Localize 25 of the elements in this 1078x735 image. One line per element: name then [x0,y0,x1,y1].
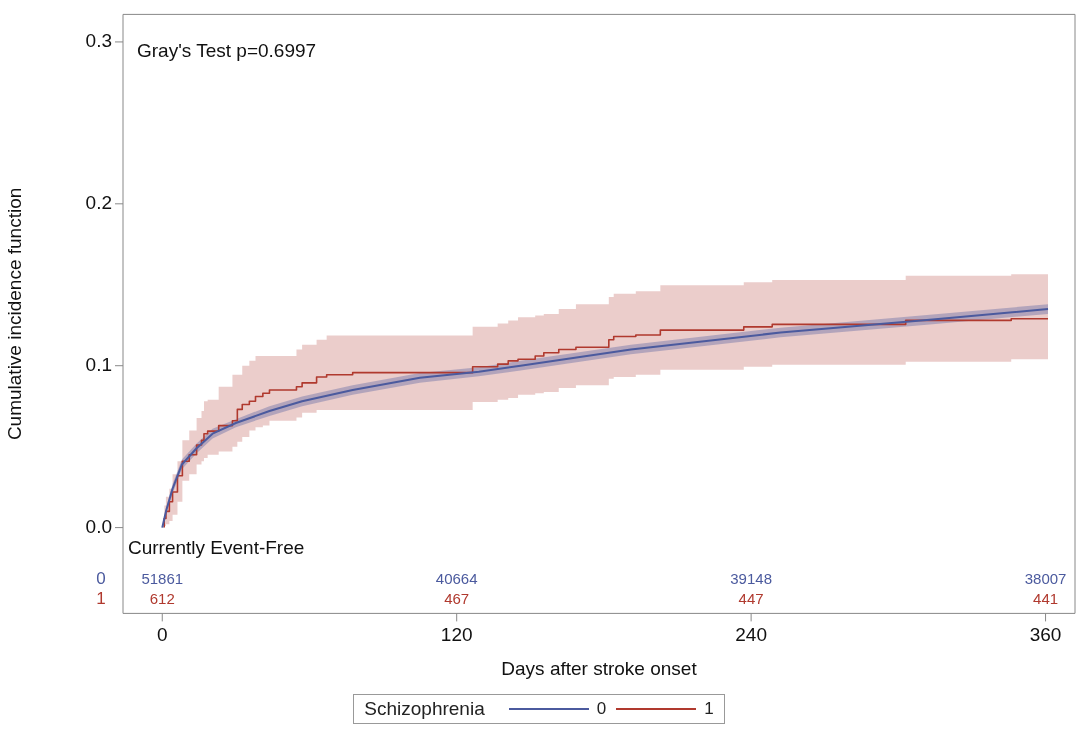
x-tick-label: 240 [735,624,767,646]
y-tick-label: 0.1 [85,353,112,375]
y-tick-label: 0.2 [85,192,112,214]
annotation: Currently Event-Free [128,537,305,559]
text: 1 [96,589,106,609]
annotation: 51861 [141,569,184,587]
legend-label: 1 [704,699,714,719]
annotation: 447 [738,589,764,607]
annotation: 612 [149,589,175,607]
x-tick-label: 360 [1029,624,1062,646]
legend-title: Schizophrenia [364,698,485,720]
y-tick-label: 0.0 [85,515,112,537]
annotation: 39148 [730,569,772,587]
annotation: 38007 [1024,569,1067,587]
legend-label: 0 [596,699,607,719]
x-tick-label: 0 [156,624,168,646]
x-tick-label: 120 [440,624,473,646]
y-tick-label: 0.3 [85,30,112,52]
annotation: 40664 [435,569,478,587]
annotation: 467 [444,589,470,607]
annotation: Gray's Test p=0.6997 [137,40,317,62]
text: 0 [96,569,106,589]
y-axis-title: Cumulative incidence function [3,187,25,441]
annotation: 441 [1033,589,1059,607]
x-axis-title: Days after stroke onset [501,657,698,679]
